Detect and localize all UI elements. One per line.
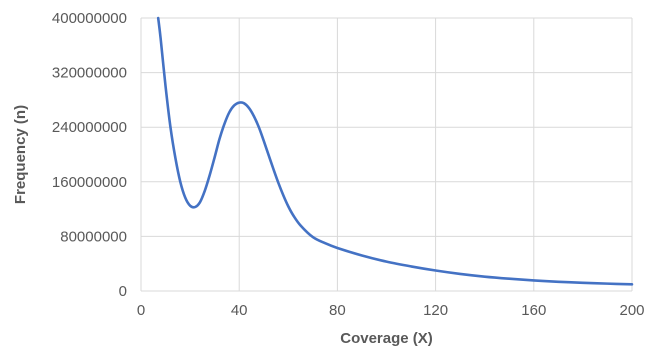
x-tick-label: 0: [137, 302, 145, 319]
x-tick-label: 160: [521, 302, 546, 319]
series-line: [156, 16, 634, 286]
y-tick-label: 160000000: [52, 174, 127, 191]
x-tick-label: 40: [231, 302, 248, 319]
x-axis-title: Coverage (X): [340, 330, 433, 347]
x-tick-label: 120: [423, 302, 448, 319]
y-tick-label: 320000000: [52, 65, 127, 82]
y-tick-label: 400000000: [52, 10, 127, 27]
tick-labels: 0 80000000 160000000 240000000 320000000 4000…: [52, 10, 645, 319]
y-tick-label: 0: [119, 283, 127, 300]
y-axis-title: Frequency (n): [12, 105, 29, 204]
x-tick-label: 80: [329, 302, 346, 319]
x-tick-label: 200: [619, 302, 644, 319]
y-tick-label: 240000000: [52, 119, 127, 136]
y-tick-label: 80000000: [60, 228, 127, 245]
